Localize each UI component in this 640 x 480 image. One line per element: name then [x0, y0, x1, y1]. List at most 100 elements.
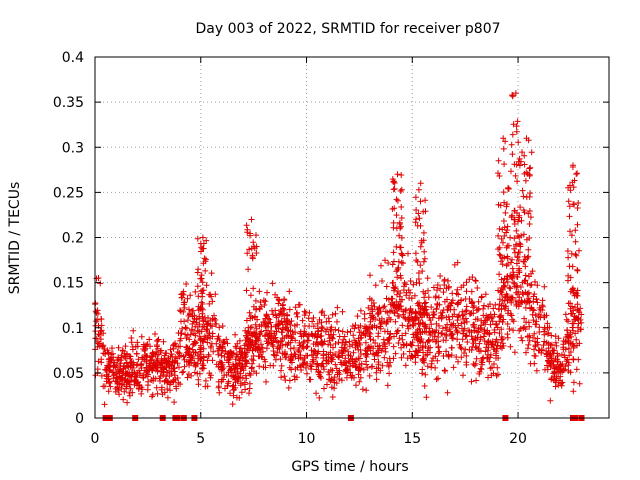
- data-point: [361, 311, 368, 317]
- data-point: [278, 329, 285, 336]
- data-point: [343, 374, 350, 381]
- data-point: [181, 304, 188, 311]
- data-point: [329, 335, 336, 342]
- data-point: [214, 335, 221, 342]
- data-point: [511, 216, 518, 223]
- data-point: [527, 164, 534, 171]
- data-point: [531, 352, 538, 359]
- data-point: [100, 342, 107, 349]
- data-point: [369, 312, 376, 319]
- data-point: [236, 337, 243, 344]
- data-point: [468, 288, 475, 295]
- data-point: [384, 382, 391, 389]
- data-point: [281, 373, 288, 380]
- data-point: [472, 344, 479, 351]
- data-point: [560, 341, 567, 348]
- data-point: [416, 325, 423, 332]
- data-point: [434, 282, 441, 288]
- data-point: [305, 337, 312, 344]
- data-point: [432, 329, 439, 336]
- data-point: [570, 184, 577, 191]
- data-point: [191, 340, 198, 347]
- data-point: [519, 279, 526, 286]
- data-point: [505, 185, 512, 192]
- data-point: [522, 272, 529, 279]
- data-point: [436, 348, 443, 355]
- data-point: [332, 351, 339, 357]
- data-point: [544, 366, 551, 373]
- data-point: [97, 280, 104, 287]
- data-point: [517, 204, 524, 211]
- data-point: [320, 355, 327, 361]
- data-point: [164, 394, 171, 401]
- data-point: [417, 180, 424, 187]
- data-point: [246, 246, 253, 253]
- data-point: [454, 300, 461, 307]
- data-point: [539, 297, 546, 304]
- data-point: [518, 334, 525, 341]
- data-point: [350, 332, 357, 339]
- data-point: [339, 308, 346, 315]
- data-point: [331, 374, 338, 381]
- data-point: [115, 344, 122, 351]
- data-point: [575, 356, 582, 363]
- data-point: [571, 201, 578, 208]
- data-point: [574, 170, 581, 177]
- data-point: [508, 168, 514, 175]
- data-point: [246, 380, 253, 387]
- data-point: [183, 281, 190, 287]
- data-point: [251, 329, 257, 336]
- data-point: [204, 334, 211, 341]
- data-point: [246, 309, 253, 316]
- data-point: [174, 355, 180, 362]
- data-point: [420, 237, 427, 244]
- data-point: [511, 283, 518, 290]
- data-point: [472, 335, 479, 341]
- data-point: [428, 304, 435, 311]
- data-point: [269, 280, 276, 287]
- data-point: [301, 312, 308, 319]
- data-point: [246, 390, 252, 397]
- data-point: [140, 372, 147, 379]
- data-point: [297, 362, 303, 369]
- data-point: [265, 324, 272, 330]
- data-point: [378, 315, 385, 322]
- data-point: [231, 386, 238, 393]
- data-point: [175, 330, 182, 336]
- data-point: [271, 330, 278, 337]
- data-point: [350, 349, 357, 356]
- data-point: [391, 333, 397, 340]
- data-point: [480, 354, 487, 361]
- data-point: [180, 368, 187, 375]
- data-point: [422, 197, 429, 204]
- data-point: [210, 348, 217, 355]
- data-point: [496, 330, 503, 337]
- data-point: [200, 260, 207, 267]
- data-point: [184, 295, 191, 302]
- data-point: [493, 345, 500, 352]
- data-point: [437, 285, 444, 292]
- data-point: [203, 282, 210, 289]
- data-point: [262, 323, 269, 330]
- data-point: [477, 334, 484, 341]
- data-point: [541, 312, 548, 319]
- data-point: [413, 207, 420, 213]
- data-point: [163, 373, 170, 380]
- data-point: [521, 298, 528, 305]
- data-point: [507, 234, 514, 241]
- data-point: [142, 352, 149, 358]
- data-point: [138, 333, 145, 340]
- data-point: [375, 330, 382, 337]
- data-point: [509, 92, 516, 99]
- data-point: [129, 343, 136, 350]
- data-point: [129, 389, 136, 396]
- data-point: [468, 378, 475, 385]
- data-point: [458, 320, 465, 327]
- data-point: [164, 386, 171, 392]
- data-point: [564, 327, 570, 334]
- data-point: [545, 329, 552, 336]
- data-point: [200, 338, 207, 345]
- data-point: [271, 352, 278, 359]
- data-point: [394, 274, 401, 281]
- data-point: [135, 385, 142, 392]
